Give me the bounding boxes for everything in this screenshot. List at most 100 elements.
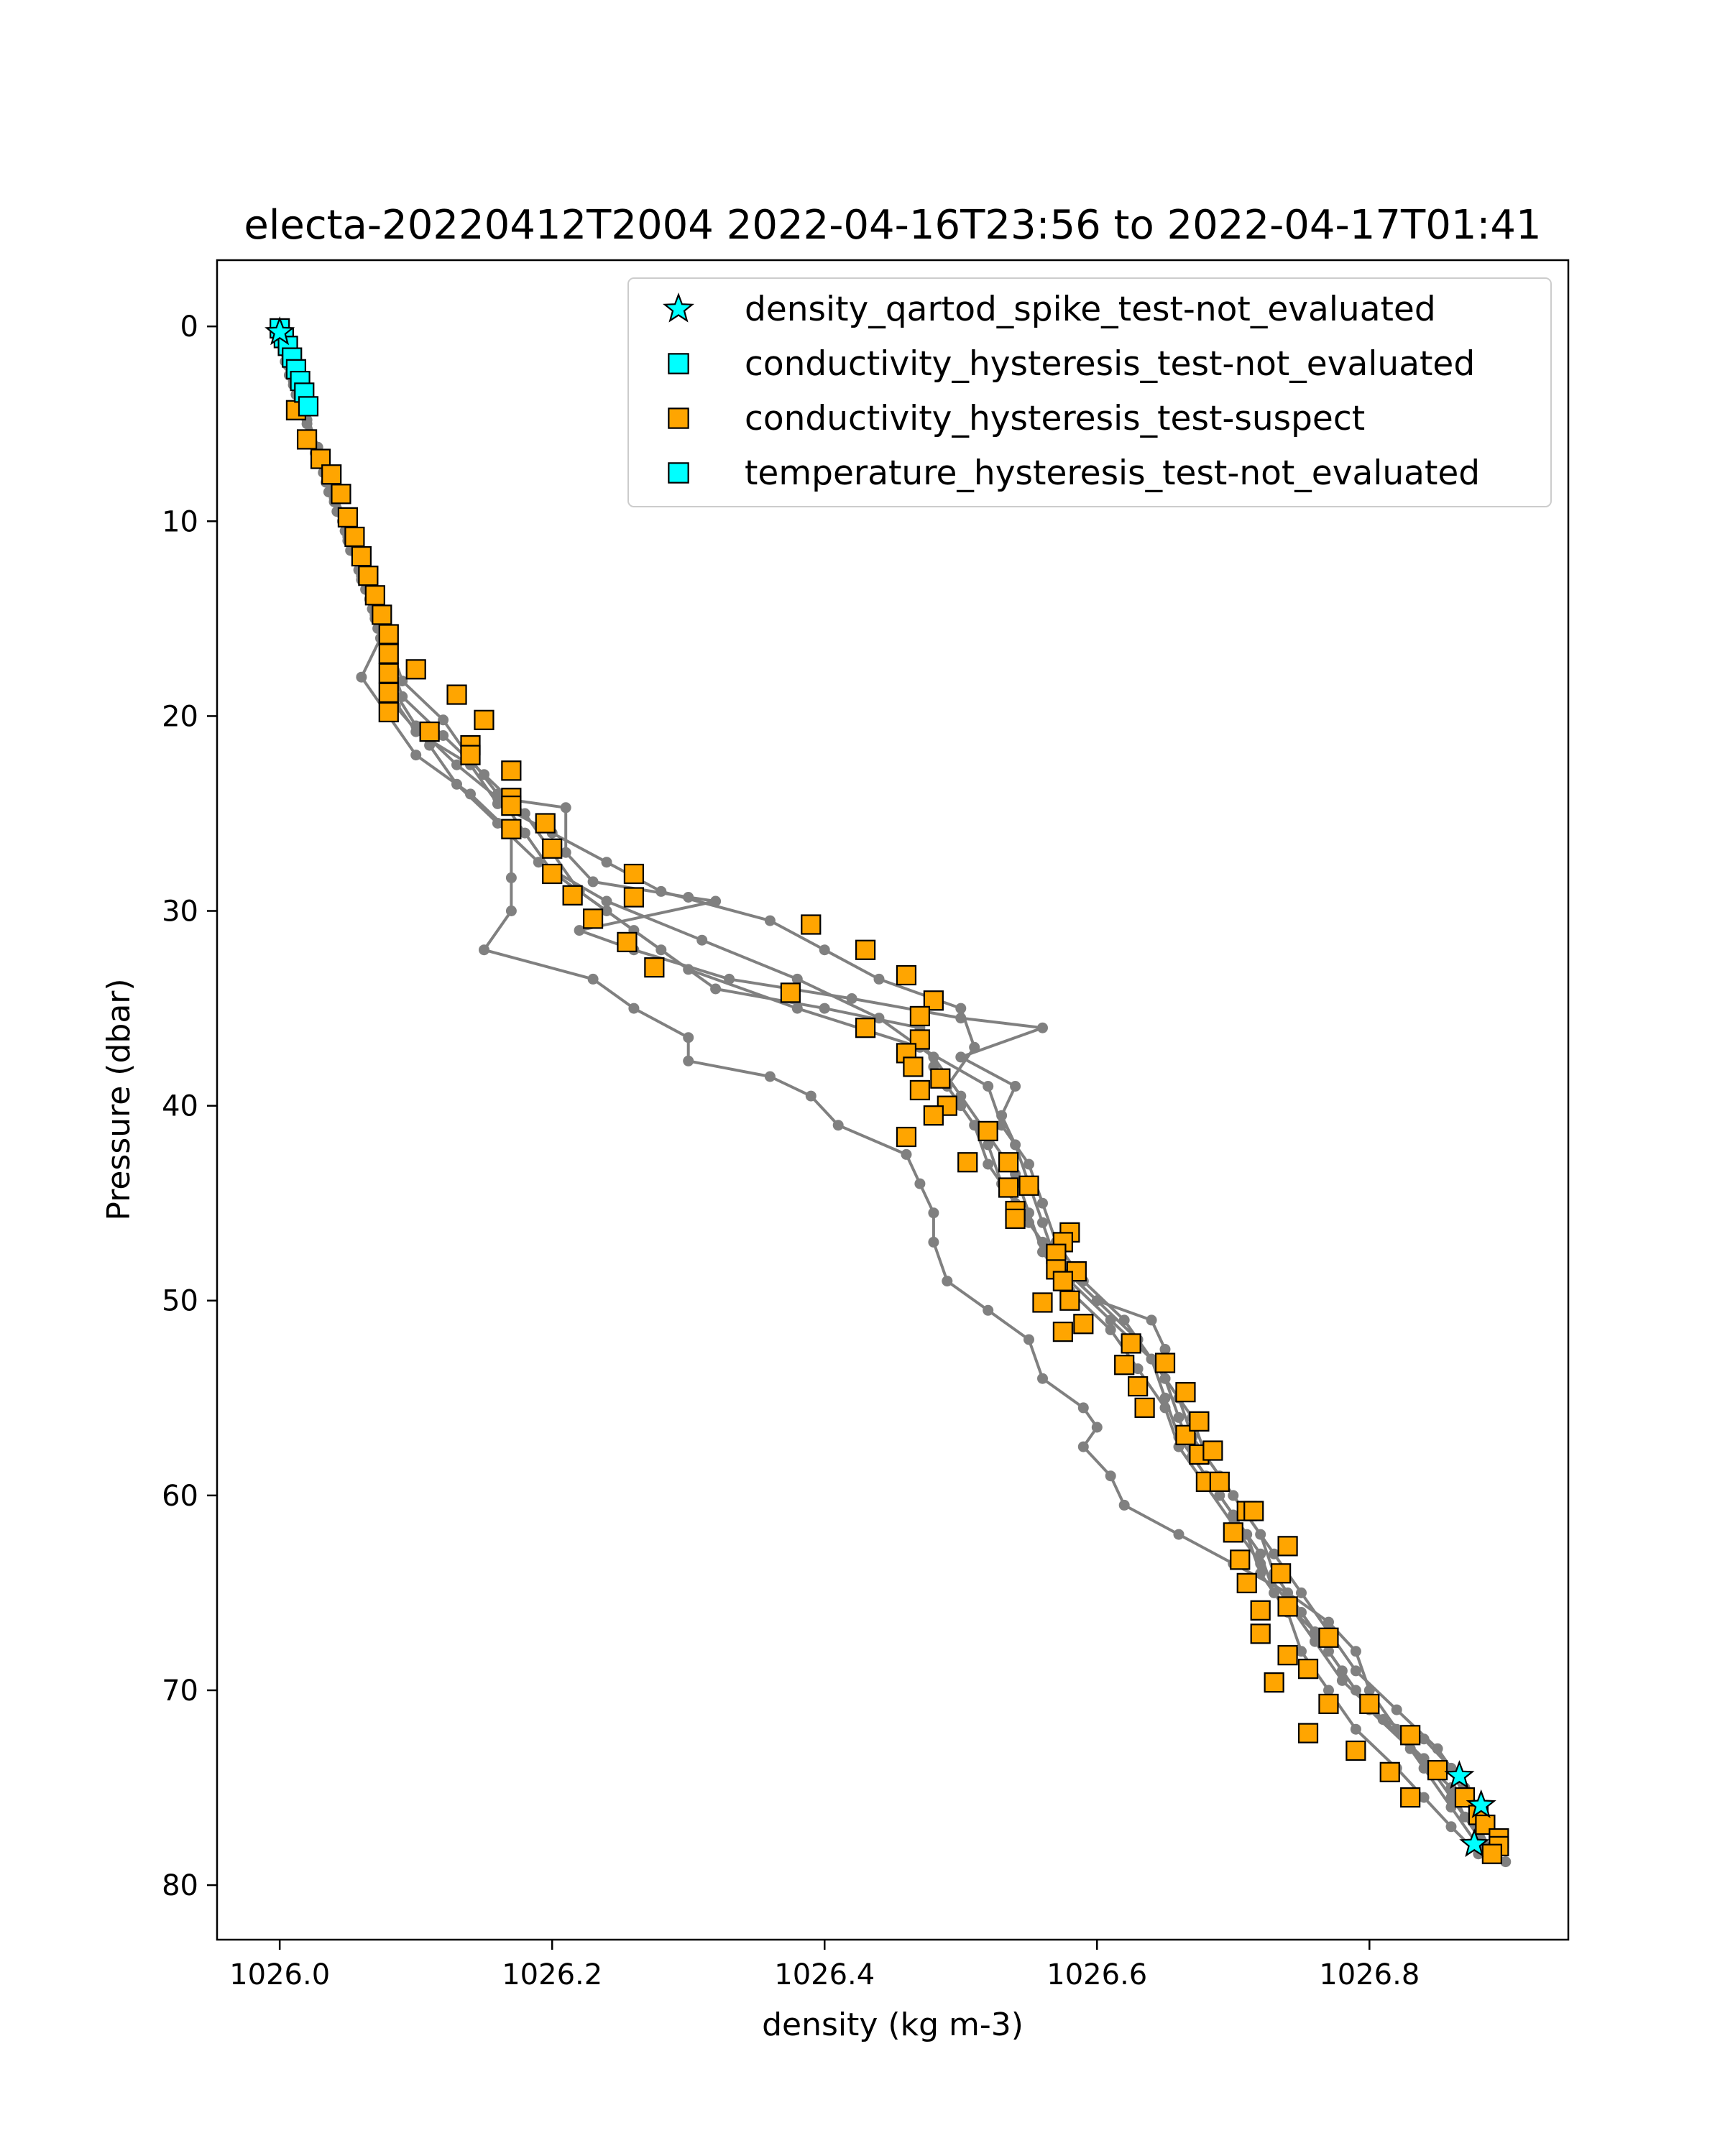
profile-point (819, 944, 830, 956)
profile-point (969, 1041, 980, 1053)
square-marker (535, 813, 556, 834)
profile-point (1310, 1626, 1320, 1638)
profile-point (791, 973, 803, 985)
square-marker (998, 1152, 1019, 1173)
square-marker (780, 982, 801, 1003)
square-marker (296, 429, 318, 450)
square-marker (582, 908, 604, 929)
profile-point (465, 788, 476, 800)
y-tick-label: 30 (162, 895, 198, 929)
profile-point (983, 1158, 994, 1170)
square-marker (855, 939, 876, 960)
profile-point (438, 714, 449, 726)
profile-point (505, 872, 517, 883)
square-marker (310, 448, 331, 469)
star-marker (1444, 1760, 1475, 1789)
profile-line (278, 330, 1494, 1853)
legend-square-marker (668, 353, 689, 374)
profile-point (1296, 1646, 1307, 1657)
square-marker (1475, 1814, 1496, 1835)
square-marker (1223, 1522, 1243, 1543)
profile-point (492, 798, 503, 809)
profile-point (928, 1207, 939, 1219)
profile-point (1228, 1490, 1239, 1501)
profile-point (628, 1003, 640, 1014)
square-marker (1032, 1292, 1053, 1313)
profile-point (1255, 1567, 1266, 1579)
profile-point (1037, 1197, 1048, 1209)
profile-point (1159, 1373, 1171, 1384)
chart-title: electa-20220412T2004 2022-04-16T23:56 to… (244, 202, 1541, 249)
square-marker (1134, 1397, 1155, 1418)
profile-point (397, 676, 408, 687)
star-marker (264, 316, 295, 346)
square-marker (378, 682, 399, 703)
square-marker (923, 1105, 944, 1126)
profile-point (724, 973, 735, 985)
profile-point (901, 1148, 912, 1160)
square-marker (446, 684, 467, 705)
profile-point (601, 895, 612, 907)
x-tick-label: 1026.4 (774, 1958, 875, 1991)
square-marker (998, 1177, 1019, 1198)
square-marker (372, 604, 392, 625)
profile-point (873, 973, 885, 985)
profile-point (1024, 1334, 1034, 1345)
square-marker (501, 760, 522, 781)
y-tick-label: 0 (180, 310, 198, 344)
profile-point (1159, 1392, 1171, 1404)
profile-point (1037, 1217, 1048, 1228)
square-marker (358, 566, 379, 586)
profile-point (1296, 1587, 1307, 1598)
square-marker (623, 887, 645, 908)
square-marker (1271, 1563, 1292, 1584)
profile-point (1418, 1753, 1430, 1764)
profile-point (451, 759, 462, 770)
square-marker (909, 1079, 931, 1101)
profile-point (942, 1276, 953, 1287)
profile-point (1310, 1636, 1320, 1647)
profile-point (1336, 1665, 1348, 1677)
profile-point (356, 671, 367, 683)
profile-point (983, 1139, 994, 1151)
x-axis-label: density (kg m-3) (762, 2007, 1024, 2043)
profile-point (1037, 1246, 1048, 1258)
square-marker (1379, 1761, 1400, 1782)
profile-point (1105, 1314, 1116, 1326)
square-marker (562, 885, 583, 906)
square-marker (1297, 1659, 1319, 1680)
profile-point (1269, 1587, 1280, 1598)
profile-point (1132, 1363, 1144, 1375)
profile-point (1363, 1685, 1375, 1696)
plot-frame (216, 259, 1570, 1941)
square-marker (1264, 1672, 1284, 1693)
profile-point (764, 915, 776, 926)
square-marker (1318, 1627, 1339, 1648)
square-marker (501, 819, 522, 839)
square-marker (1189, 1411, 1210, 1432)
legend-star-marker (663, 292, 694, 323)
legend-square-marker (668, 407, 689, 429)
square-marker (542, 863, 563, 885)
legend-entry-label: conductivity_hysteresis_test-not_evaluat… (745, 344, 1475, 384)
square-marker (378, 663, 399, 683)
profile-point (996, 1110, 1008, 1121)
profile-point (1173, 1411, 1184, 1423)
profile-point (1010, 1081, 1021, 1092)
square-marker (896, 1126, 917, 1148)
square-marker (1400, 1787, 1421, 1808)
profile-point (928, 1236, 939, 1248)
profile-point (1350, 1723, 1361, 1735)
profile-point (683, 1032, 694, 1044)
square-marker (460, 745, 481, 765)
x-tick-label: 1026.2 (502, 1958, 602, 1991)
star-marker (1466, 1789, 1496, 1818)
square-marker (378, 701, 399, 723)
profile-point (819, 1003, 830, 1014)
square-marker (801, 914, 822, 935)
y-axis-ticks: 0 10 20 30 40 50 60 70 80 (162, 310, 217, 1902)
square-marker (1277, 1645, 1298, 1666)
square-marker (930, 1068, 951, 1089)
y-axis-label: Pressure (dbar) (101, 978, 137, 1220)
square-marker (978, 1120, 998, 1141)
